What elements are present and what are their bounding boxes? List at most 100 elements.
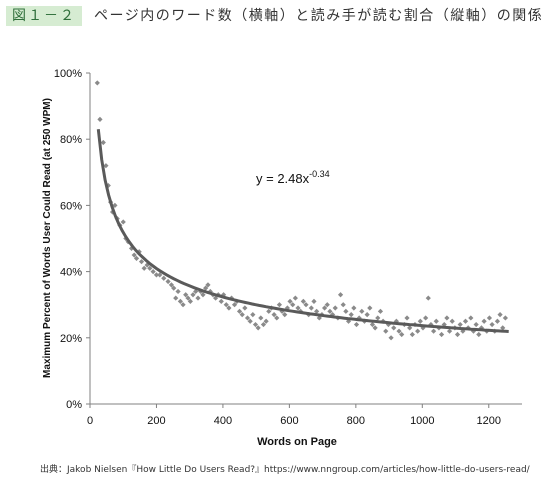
data-point bbox=[284, 305, 290, 311]
data-point bbox=[500, 325, 506, 331]
data-point bbox=[131, 252, 137, 258]
x-tick-label: 1000 bbox=[410, 415, 434, 427]
data-point bbox=[489, 321, 495, 328]
trendline-equation-exponent: -0.34 bbox=[309, 169, 330, 179]
data-point bbox=[173, 295, 179, 301]
data-point bbox=[353, 321, 360, 328]
data-point bbox=[446, 328, 453, 334]
data-point bbox=[332, 305, 338, 311]
data-point bbox=[205, 282, 211, 288]
trendline-curve bbox=[96, 129, 509, 333]
data-point bbox=[292, 295, 298, 301]
x-tick-label: 600 bbox=[280, 415, 298, 427]
data-point bbox=[252, 321, 259, 328]
data-point bbox=[187, 298, 193, 304]
data-point bbox=[481, 318, 487, 324]
data-point bbox=[431, 328, 437, 334]
data-point bbox=[223, 302, 229, 308]
data-point bbox=[377, 308, 384, 314]
data-point bbox=[340, 302, 346, 308]
data-point bbox=[444, 315, 450, 321]
data-point bbox=[274, 315, 280, 321]
data-point bbox=[438, 331, 445, 338]
data-point bbox=[311, 298, 317, 304]
y-tick-label: 0% bbox=[66, 399, 82, 411]
data-point bbox=[185, 295, 191, 301]
data-point bbox=[133, 255, 140, 261]
data-point bbox=[220, 292, 227, 298]
data-point bbox=[372, 325, 378, 331]
y-tick-label: 40% bbox=[60, 267, 82, 279]
data-points bbox=[94, 80, 508, 341]
x-tick-label: 0 bbox=[87, 415, 93, 427]
data-point bbox=[369, 321, 376, 328]
y-axis-ticks: 0% 20% 40% 60% 80% 100% bbox=[54, 68, 90, 411]
data-point bbox=[383, 328, 389, 334]
data-point bbox=[486, 315, 493, 321]
data-point bbox=[327, 308, 333, 314]
data-point bbox=[462, 318, 469, 324]
data-point bbox=[364, 312, 370, 318]
data-point bbox=[244, 315, 251, 321]
chart-axes bbox=[89, 73, 522, 405]
figure-tag: 図１－２ bbox=[6, 6, 82, 26]
data-point bbox=[260, 321, 267, 328]
data-point bbox=[271, 312, 277, 318]
data-point bbox=[175, 288, 181, 295]
data-point bbox=[177, 298, 183, 304]
data-point bbox=[423, 315, 429, 321]
y-axis-label: Maximum Percent of Words User Could Read… bbox=[42, 98, 53, 378]
data-point bbox=[100, 139, 106, 146]
data-point bbox=[497, 312, 503, 318]
data-point bbox=[161, 275, 167, 281]
data-point bbox=[153, 272, 160, 278]
x-tick-label: 400 bbox=[214, 415, 232, 427]
data-point bbox=[144, 262, 150, 268]
data-point bbox=[359, 308, 365, 314]
data-point bbox=[409, 331, 415, 338]
data-point bbox=[138, 259, 145, 265]
data-point bbox=[266, 308, 272, 314]
x-axis-label: Words on Page bbox=[257, 436, 337, 448]
data-point bbox=[300, 298, 306, 304]
x-tick-label: 200 bbox=[147, 415, 165, 427]
data-point bbox=[322, 305, 328, 311]
x-axis-ticks: 0 200 400 600 800 1000 1200 bbox=[87, 404, 501, 427]
data-point bbox=[239, 312, 245, 318]
data-point bbox=[157, 272, 163, 278]
y-tick-label: 100% bbox=[54, 68, 82, 80]
data-point bbox=[147, 265, 153, 271]
data-point bbox=[351, 305, 357, 311]
data-point bbox=[502, 315, 508, 321]
data-point bbox=[263, 318, 269, 324]
data-point bbox=[494, 318, 501, 324]
y-tick-label: 20% bbox=[60, 333, 82, 345]
data-point bbox=[183, 292, 189, 298]
data-point bbox=[457, 321, 463, 328]
data-point bbox=[242, 305, 248, 311]
data-point bbox=[193, 288, 199, 295]
data-point bbox=[258, 315, 264, 321]
data-point bbox=[308, 305, 314, 311]
data-point bbox=[180, 302, 186, 308]
data-point bbox=[255, 325, 261, 331]
data-point bbox=[141, 265, 147, 271]
data-point bbox=[168, 282, 175, 288]
data-point bbox=[473, 321, 479, 328]
data-point bbox=[195, 295, 201, 301]
data-point bbox=[150, 269, 156, 275]
data-point bbox=[190, 292, 196, 298]
x-tick-label: 800 bbox=[347, 415, 365, 427]
x-tick-label: 1200 bbox=[477, 415, 501, 427]
data-point bbox=[247, 318, 253, 324]
data-point bbox=[343, 308, 349, 314]
data-point bbox=[218, 298, 224, 304]
data-point bbox=[203, 285, 209, 291]
data-point bbox=[200, 292, 206, 298]
data-point bbox=[250, 312, 256, 318]
data-point bbox=[425, 295, 431, 301]
data-point bbox=[367, 305, 373, 311]
data-point bbox=[287, 298, 293, 304]
data-point bbox=[226, 305, 232, 311]
